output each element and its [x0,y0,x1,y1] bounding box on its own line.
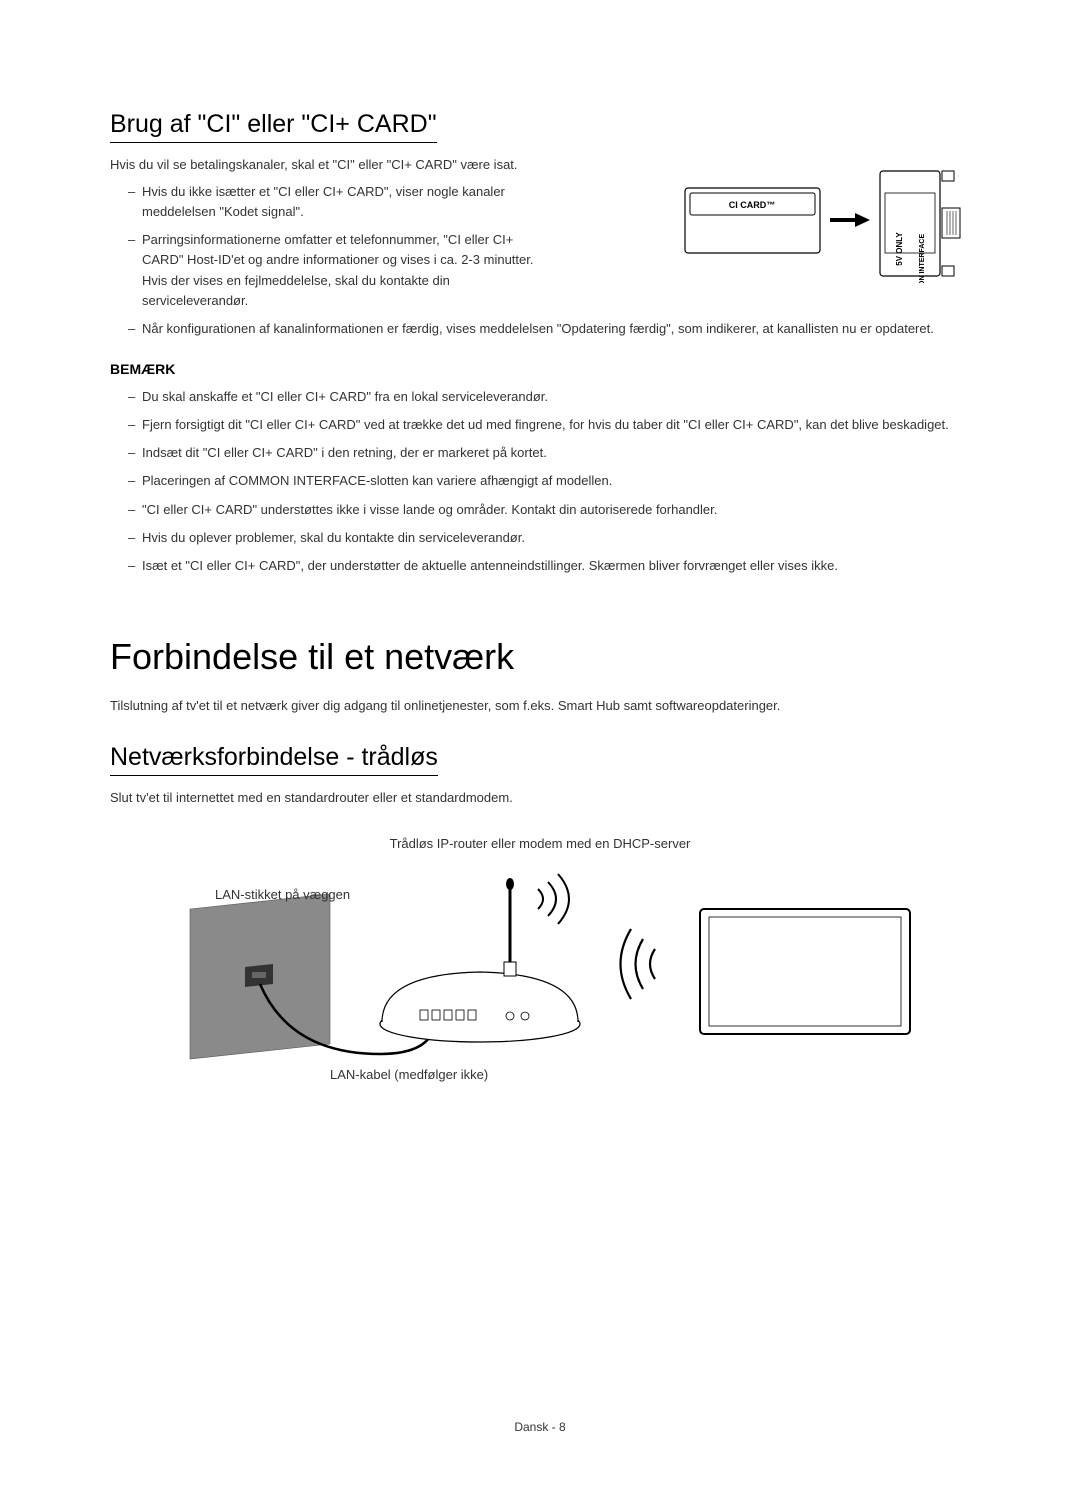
list-item: "CI eller CI+ CARD" understøttes ikke i … [128,500,970,520]
slot-5v-label: 5V ONLY [895,232,904,266]
ci-card-label: CI CARD™ [729,200,776,210]
section-title-wireless: Netværksforbindelse - trådløs [110,743,438,776]
router-caption-text: Trådløs IP-router eller modem med en DHC… [390,836,691,851]
ci-card-figure: CI CARD™ 5V ONLY COMMON INTERFACE [680,163,970,288]
wall-caption: LAN-stikket på væggen [215,887,350,902]
ci-full-bullets: Når konfigurationen af kanalinformatione… [110,319,970,339]
ci-text-column: Hvis du vil se betalingskanaler, skal et… [110,157,650,319]
list-item: Hvis du oplever problemer, skal du konta… [128,528,970,548]
ci-top-bullets: Hvis du ikke isætter et "CI eller CI+ CA… [110,182,540,311]
list-item: Hvis du ikke isætter et "CI eller CI+ CA… [128,182,540,222]
page-footer: Dansk - 8 [0,1420,1080,1434]
ci-intro: Hvis du vil se betalingskanaler, skal et… [110,157,650,172]
list-item: Placeringen af COMMON INTERFACE-slotten … [128,471,970,491]
list-item: Fjern forsigtigt dit "CI eller CI+ CARD"… [128,415,970,435]
wireless-body: Slut tv'et til internettet med en standa… [110,790,970,805]
ci-row: Hvis du vil se betalingskanaler, skal et… [110,157,970,319]
list-item: Isæt et "CI eller CI+ CARD", der underst… [128,556,970,576]
network-intro: Tilslutning af tv'et til et netværk give… [110,696,970,716]
section-h1-network: Forbindelse til et netværk [110,636,970,678]
list-item: Du skal anskaffe et "CI eller CI+ CARD" … [128,387,970,407]
list-item: Når konfigurationen af kanalinformatione… [128,319,970,339]
network-figure: Trådløs IP-router eller modem med en DHC… [110,835,970,1088]
list-item: Indsæt dit "CI eller CI+ CARD" i den ret… [128,443,970,463]
note-bullets: Du skal anskaffe et "CI eller CI+ CARD" … [110,387,970,576]
list-item: Parringsinformationerne omfatter et tele… [128,230,540,311]
router-caption: Trådløs IP-router eller modem med en DHC… [110,835,970,853]
note-label: BEMÆRK [110,361,970,377]
section-title-ci: Brug af "CI" eller "CI+ CARD" [110,110,437,143]
cable-caption: LAN-kabel (medfølger ikke) [330,1067,488,1082]
slot-ci-label: COMMON INTERFACE [919,234,926,283]
